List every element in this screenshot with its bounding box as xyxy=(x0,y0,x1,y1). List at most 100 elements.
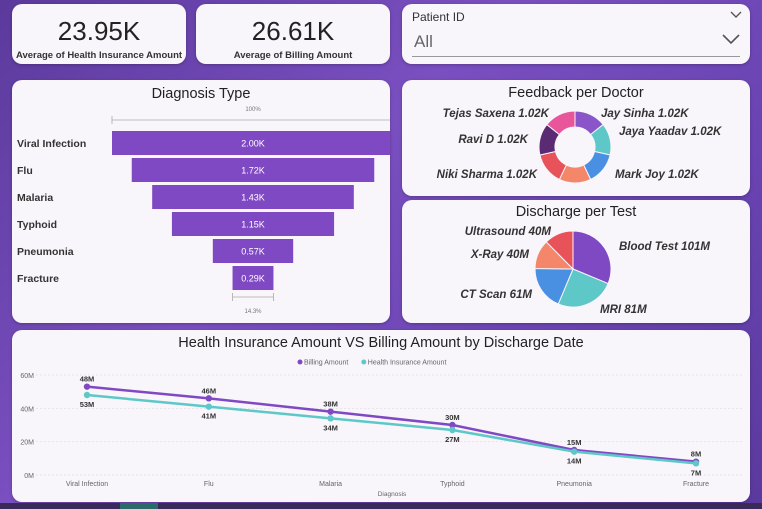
funnel-bar xyxy=(212,239,294,263)
patient-id-slicer[interactable]: Patient ID All xyxy=(402,4,750,64)
funnel-chart: 100% 2.00K Viral Infection 1.72K Flu 1.43K Mal… xyxy=(17,107,390,315)
x-tick-label: Malaria xyxy=(319,481,342,488)
funnel-category-label: Malaria xyxy=(17,192,53,204)
data-label: 30M xyxy=(445,413,460,422)
line-chart-card: Health Insurance Amount VS Billing Amoun… xyxy=(12,330,750,502)
data-label: 14M xyxy=(567,457,582,466)
y-tick-label: 20M xyxy=(20,440,34,447)
funnel-value-label: 0.57K xyxy=(241,247,265,257)
data-point xyxy=(449,426,456,434)
x-tick-label: Fracture xyxy=(683,481,709,488)
legend-marker xyxy=(361,359,367,365)
pie-slice xyxy=(572,230,612,285)
discharge-per-test-card: Discharge per Test Blood Test 101M MRI 81… xyxy=(402,200,750,323)
x-tick-label: Viral Infection xyxy=(66,481,108,488)
chevron-down-icon[interactable] xyxy=(730,10,742,20)
pie-slice-label: Ultrasound 40M xyxy=(465,226,552,238)
pie-chart: Blood Test 101M MRI 81M CT Scan 61M X-Ray 4… xyxy=(460,226,710,316)
data-point xyxy=(205,403,212,410)
chart-title: Discharge per Test xyxy=(515,204,637,220)
page-tab[interactable] xyxy=(120,503,158,509)
funnel-value-label: 1.72K xyxy=(241,166,265,176)
data-label: 41M xyxy=(202,412,217,421)
donut-slice-label: Ravi D 1.02K xyxy=(458,134,528,146)
page-tab-strip xyxy=(0,503,762,509)
legend-label: Health Insurance Amount xyxy=(368,360,447,367)
kpi-card-health-insurance: 23.95K Average of Health Insurance Amoun… xyxy=(12,4,186,64)
series-line xyxy=(86,385,697,463)
pie-slice xyxy=(534,267,574,305)
data-point xyxy=(205,395,212,402)
kpi-label: Average of Billing Amount xyxy=(233,50,353,61)
funnel-top-label: 100% xyxy=(245,107,261,113)
funnel-bar xyxy=(131,158,375,182)
funnel-bar xyxy=(112,131,390,155)
funnel-category-label: Typhoid xyxy=(17,219,57,231)
feedback-per-doctor-card: Feedback per Doctor Jay Sinha 1.02K Jaya … xyxy=(402,80,750,196)
donut-slice-label: Mark Joy 1.02K xyxy=(615,169,699,181)
donut-slice-label: Tejas Saxena 1.02K xyxy=(443,108,550,120)
pie-slice xyxy=(557,268,609,308)
funnel-value-label: 1.43K xyxy=(241,193,265,203)
y-tick-label: 60M xyxy=(20,373,34,380)
funnel-bar xyxy=(232,266,274,290)
kpi-value: 26.61K xyxy=(251,16,335,46)
data-point xyxy=(571,448,578,455)
y-tick-label: 40M xyxy=(20,406,34,413)
pie-slice-label: CT Scan 61M xyxy=(460,289,532,301)
funnel-value-label: 2.00K xyxy=(241,139,265,149)
funnel-value-label: 1.15K xyxy=(241,220,265,230)
data-point xyxy=(327,408,334,415)
x-tick-label: Flu xyxy=(204,481,214,488)
chart-title: Health Insurance Amount VS Billing Amoun… xyxy=(178,335,584,351)
pie-slice xyxy=(545,230,574,271)
line-chart: Billing Amount Health Insurance Amount 0M 2… xyxy=(20,359,742,498)
funnel-bottom-label: 14.3% xyxy=(244,309,262,315)
x-axis-label: Diagnosis xyxy=(378,491,407,498)
x-tick-label: Pneumonia xyxy=(556,481,592,488)
data-point xyxy=(83,391,91,399)
kpi-label: Average of Health Insurance Amount xyxy=(15,50,183,61)
pie-slice-label: X-Ray 40M xyxy=(470,249,530,261)
legend-label: Billing Amount xyxy=(304,360,348,367)
donut-slice-label: Jay Sinha 1.02K xyxy=(601,108,689,120)
data-point xyxy=(83,383,91,390)
data-label: 7M xyxy=(691,468,701,477)
data-label: 34M xyxy=(323,423,338,432)
data-label: 53M xyxy=(80,400,95,409)
kpi-value: 23.95K xyxy=(57,16,141,46)
data-label: 8M xyxy=(691,450,701,459)
x-tick-label: Typhoid xyxy=(440,481,465,488)
y-tick-label: 0M xyxy=(24,473,34,480)
funnel-bar xyxy=(171,212,335,236)
donut-slice xyxy=(546,110,576,136)
legend-marker xyxy=(297,359,303,365)
kpi-card-billing: 26.61K Average of Billing Amount xyxy=(196,4,390,64)
data-label: 46M xyxy=(202,386,217,395)
funnel-bar xyxy=(152,185,354,209)
funnel-category-label: Pneumonia xyxy=(17,246,74,258)
chart-title: Feedback per Doctor xyxy=(508,85,644,101)
donut-slice-label: Niki Sharma 1.02K xyxy=(437,169,538,181)
funnel-category-label: Fracture xyxy=(17,273,59,285)
data-label: 38M xyxy=(323,400,338,409)
chart-title: Diagnosis Type xyxy=(151,86,251,102)
data-point xyxy=(692,460,700,467)
donut-slice-label: Jaya Yaadav 1.02K xyxy=(619,126,722,138)
series-line xyxy=(86,393,697,465)
slicer-label: Patient ID xyxy=(412,10,465,24)
pie-slice-label: Blood Test 101M xyxy=(619,241,710,253)
chevron-down-icon[interactable] xyxy=(722,32,740,46)
pie-slice-label: MRI 81M xyxy=(600,304,647,316)
funnel-category-label: Flu xyxy=(17,165,33,177)
data-point xyxy=(449,421,456,429)
data-label: 27M xyxy=(445,435,460,444)
slicer-underline xyxy=(412,56,740,57)
funnel-value-label: 0.29K xyxy=(241,274,265,284)
diagnosis-type-card: Diagnosis Type 100% 2.00K Viral Infection 1… xyxy=(12,80,390,323)
donut-chart: Jay Sinha 1.02K Jaya Yaadav 1.02K Mark Joy… xyxy=(437,108,722,184)
data-label: 48M xyxy=(80,375,95,384)
data-point xyxy=(327,415,334,422)
funnel-category-label: Viral Infection xyxy=(17,138,86,150)
slicer-selected-value[interactable]: All xyxy=(414,32,433,51)
